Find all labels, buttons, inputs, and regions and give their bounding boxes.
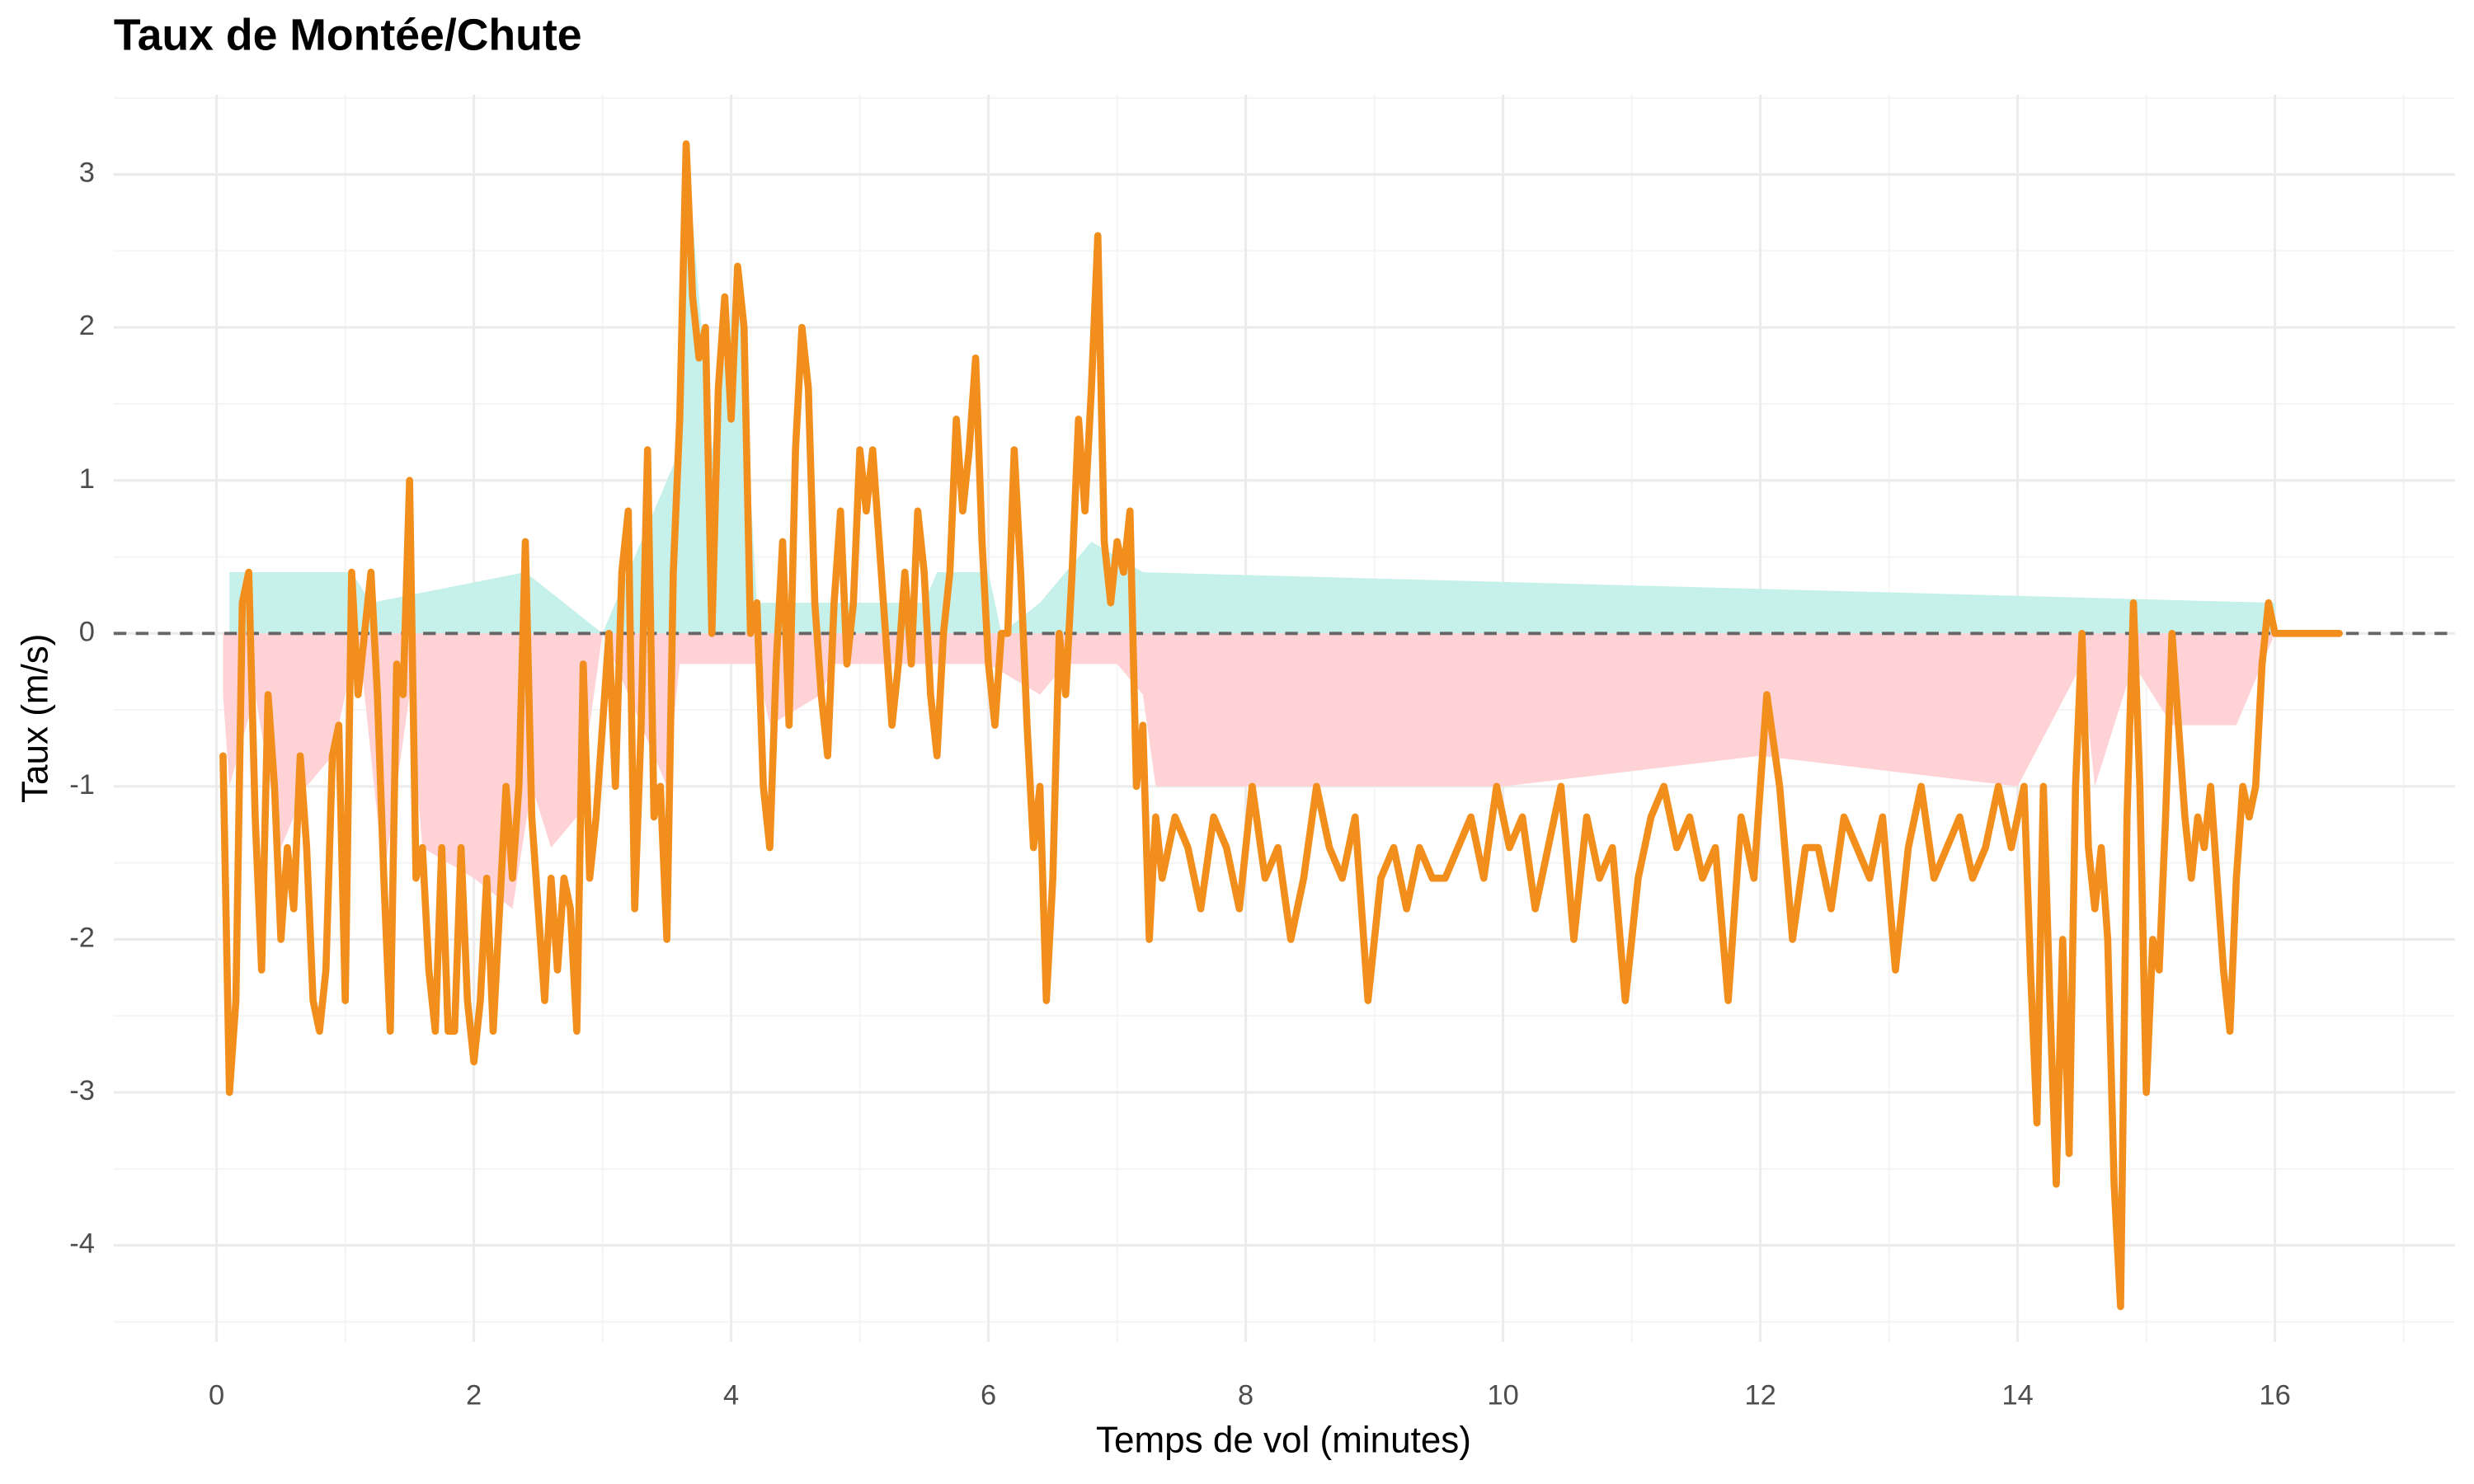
x-tick-label: 16 [2259,1380,2290,1411]
x-tick-label: 2 [466,1380,482,1411]
y-tick-label: -3 [69,1075,95,1106]
line [219,140,2343,1311]
x-axis-title: Temps de vol (minutes) [1096,1421,1471,1461]
x-tick-label: 6 [981,1380,996,1411]
x-tick-label: 8 [1238,1380,1253,1411]
y-tick-label: -1 [69,769,95,801]
y-tick-label: 2 [79,310,95,341]
y-axis-title: Taux (m/s) [16,634,56,803]
y-tick-label: -2 [69,923,95,954]
area [223,633,2275,909]
y-tick-label: 1 [79,463,95,495]
x-tick-label: 4 [723,1380,739,1411]
x-tick-label: 14 [2001,1380,2033,1411]
x-tick-label: 12 [1744,1380,1776,1411]
x-tick-label: 0 [209,1380,224,1411]
x-tick-label: 10 [1487,1380,1518,1411]
y-tick-label: 0 [79,616,95,647]
y-tick-label: -4 [69,1228,95,1260]
area [229,143,2275,634]
plot-area [113,140,2456,1311]
chart-title: Taux de Montée/Chute [114,10,582,59]
y-tick-label: 3 [79,157,95,189]
